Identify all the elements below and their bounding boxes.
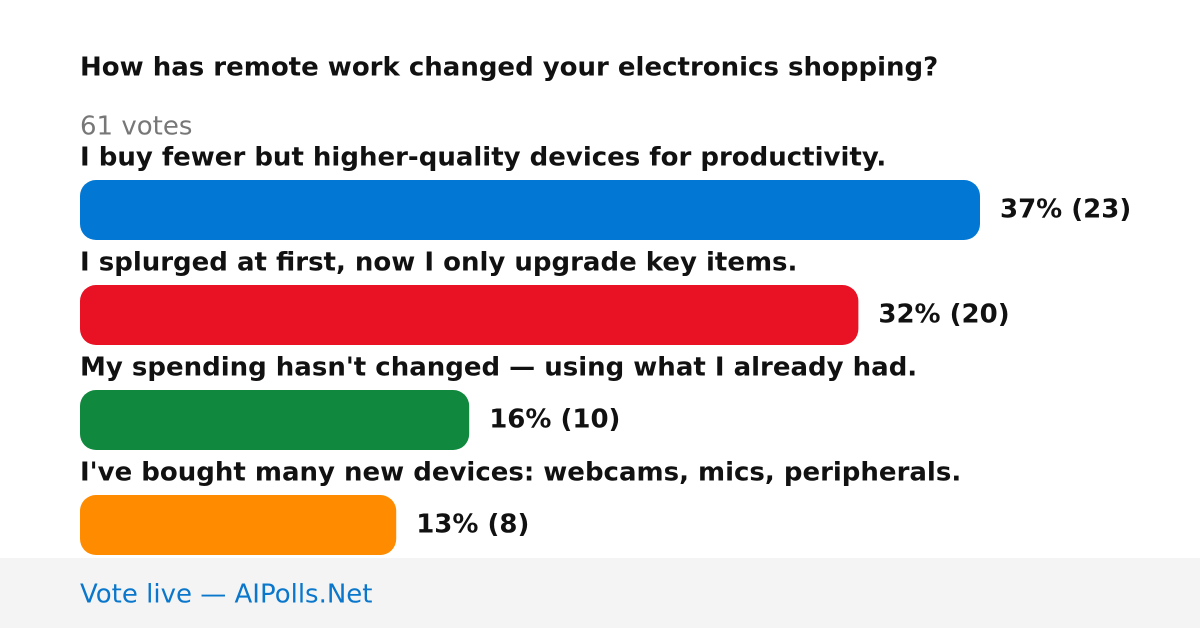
option-label: I've bought many new devices: webcams, m… bbox=[80, 458, 961, 488]
bar bbox=[80, 495, 397, 555]
option-label: My spending hasn't changed — using what … bbox=[80, 353, 917, 383]
bar bbox=[80, 285, 859, 345]
footer-link[interactable]: Vote live — AIPolls.Net bbox=[80, 580, 373, 610]
value-label: 37% (23) bbox=[1000, 195, 1131, 225]
option-label: I splurged at first, now I only upgrade … bbox=[80, 248, 797, 278]
poll-title: How has remote work changed your electro… bbox=[80, 53, 938, 83]
value-label: 13% (8) bbox=[416, 510, 529, 540]
value-label: 16% (10) bbox=[489, 405, 620, 435]
option-label: I buy fewer but higher-quality devices f… bbox=[80, 143, 886, 173]
bar bbox=[80, 390, 470, 450]
footer-bar bbox=[0, 558, 1200, 628]
value-label: 32% (20) bbox=[878, 300, 1009, 330]
vote-count: 61 votes bbox=[80, 112, 192, 142]
bar bbox=[80, 180, 980, 240]
